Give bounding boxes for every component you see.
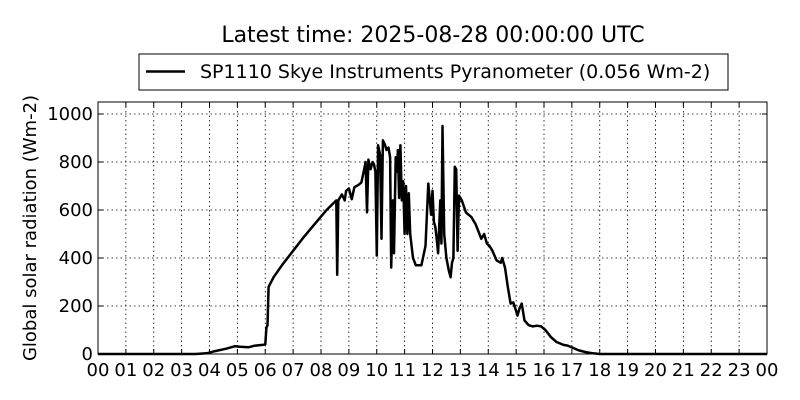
x-tick-label: 09 — [337, 360, 360, 381]
x-tick-label: 06 — [254, 360, 277, 381]
x-tick-label: 15 — [505, 360, 528, 381]
y-tick-label: 0 — [82, 344, 93, 365]
x-tick-label: 19 — [616, 360, 639, 381]
x-tick-label: 18 — [588, 360, 611, 381]
x-tick-label: 16 — [533, 360, 556, 381]
chart-title: Latest time: 2025-08-28 00:00:00 UTC — [221, 23, 644, 48]
x-tick-label: 17 — [560, 360, 583, 381]
x-tick-label: 03 — [170, 360, 193, 381]
y-tick-label: 400 — [59, 248, 93, 269]
x-tick-label: 08 — [310, 360, 333, 381]
plot-area-frame — [97, 101, 768, 355]
x-tick-label: 12 — [421, 360, 444, 381]
y-tick-labels: 0 200 400 600 800 1000 — [47, 104, 93, 365]
x-tick-label: 13 — [449, 360, 472, 381]
x-tick-label: 21 — [672, 360, 695, 381]
x-tick-label: 04 — [198, 360, 221, 381]
x-tick-label: 23 — [728, 360, 751, 381]
x-tick-label: 20 — [644, 360, 667, 381]
x-tick-label: 07 — [282, 360, 305, 381]
y-tick-label: 600 — [59, 200, 93, 221]
x-tick-label: 00 — [756, 360, 779, 381]
y-tick-label: 800 — [59, 152, 93, 173]
x-tick-label: 02 — [142, 360, 165, 381]
y-axis-label: Global solar radiation (Wm-2) — [20, 95, 41, 361]
legend-box — [138, 53, 729, 91]
x-tick-label: 22 — [700, 360, 723, 381]
x-tick-label: 00 — [87, 360, 110, 381]
x-tick-label: 10 — [365, 360, 388, 381]
y-tick-label: 200 — [59, 296, 93, 317]
x-tick-label: 11 — [393, 360, 416, 381]
x-tick-label: 01 — [114, 360, 137, 381]
y-tick-label: 1000 — [47, 104, 93, 125]
x-tick-label: 05 — [226, 360, 249, 381]
series-line-pyranometer — [98, 124, 767, 356]
legend: SP1110 Skye Instruments Pyranometer (0.0… — [138, 53, 729, 91]
x-tick-label: 14 — [477, 360, 500, 381]
grid — [98, 102, 767, 354]
legend-label: SP1110 Skye Instruments Pyranometer (0.0… — [200, 61, 710, 83]
x-tick-labels: 00 01 02 03 04 05 06 07 08 09 10 11 12 13 14 15 16 17 18 19… — [87, 360, 779, 381]
